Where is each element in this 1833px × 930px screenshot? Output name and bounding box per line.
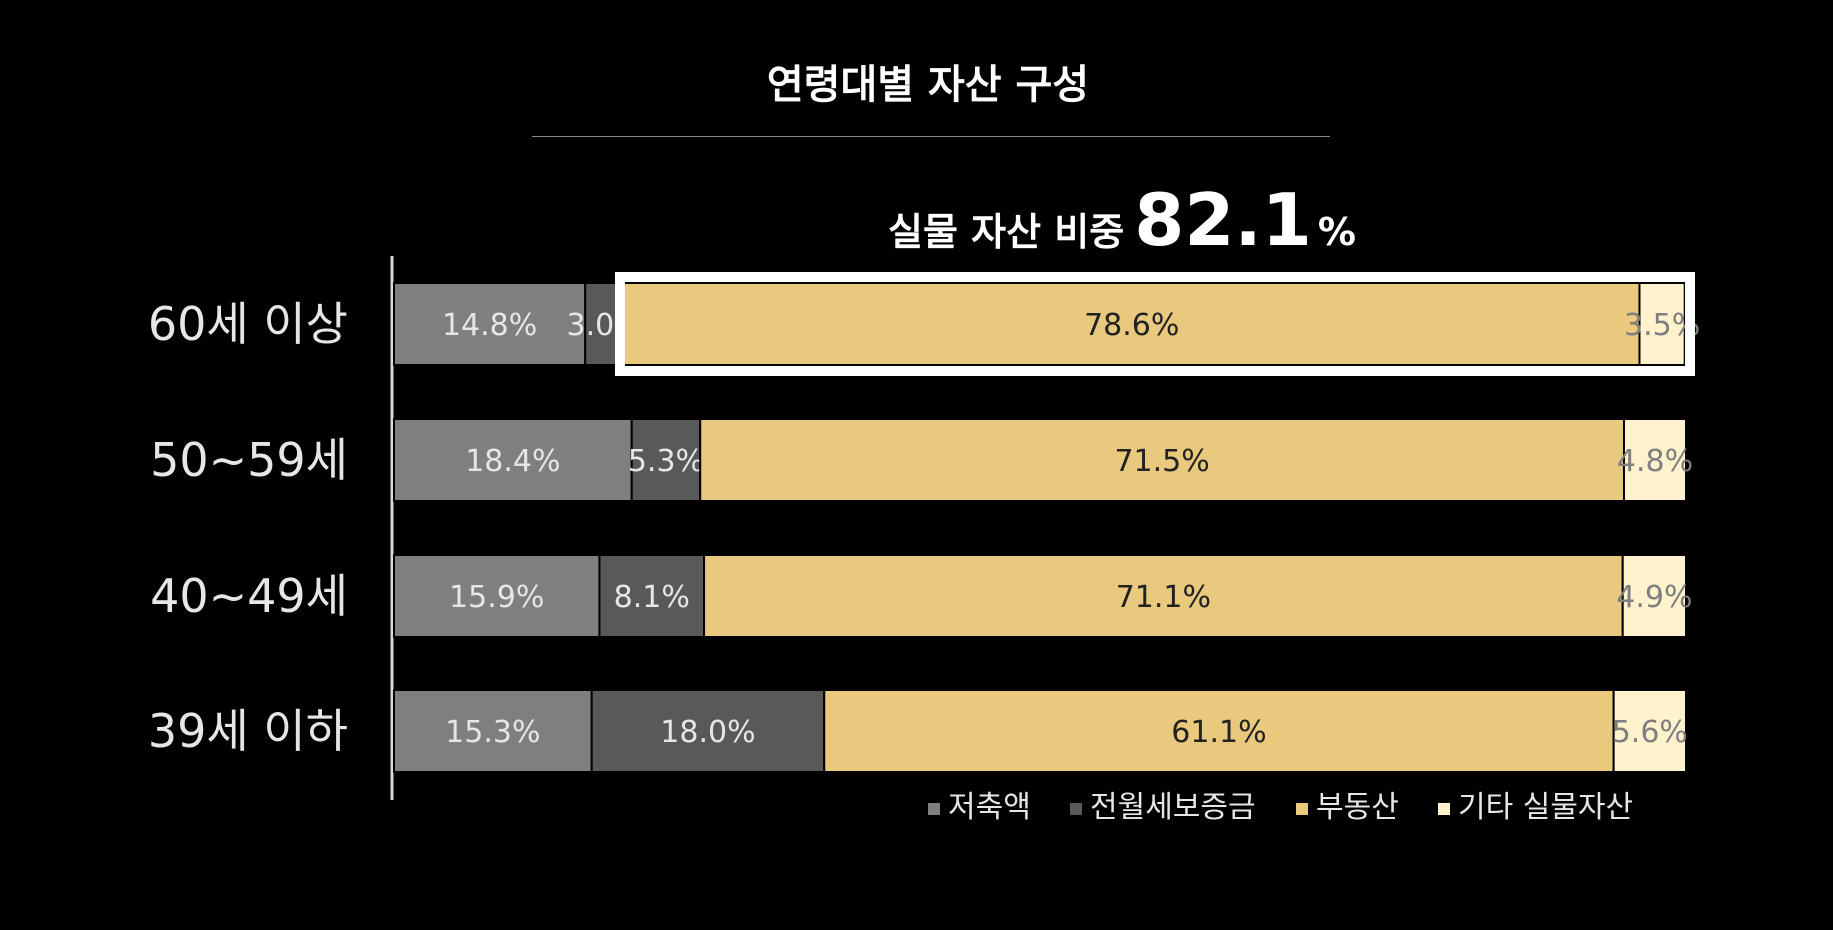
chart-title: 연령대별 자산 구성 xyxy=(766,62,1090,108)
bar-segment xyxy=(699,418,1625,502)
data-label: 4.9% xyxy=(1616,580,1692,615)
category-label: 39세 이하 xyxy=(148,704,348,758)
data-label: 4.8% xyxy=(1617,444,1693,479)
title-divider xyxy=(532,136,1330,137)
bar-segment xyxy=(703,554,1624,638)
bar-segment xyxy=(1638,282,1686,366)
data-label: 15.9% xyxy=(449,580,544,615)
category-label: 40~49세 xyxy=(150,569,348,623)
data-label: 71.5% xyxy=(1114,444,1209,479)
data-label: 18.0% xyxy=(660,715,755,750)
bar-segment xyxy=(393,418,633,502)
legend-swatch xyxy=(1438,803,1450,815)
legend-swatch xyxy=(1296,803,1308,815)
bar-segment xyxy=(393,282,587,366)
data-label: 61.1% xyxy=(1171,715,1266,750)
category-label: 60세 이상 xyxy=(148,297,348,351)
data-label: 15.3% xyxy=(445,715,540,750)
legend-label: 부동산 xyxy=(1316,790,1399,825)
legend-swatch xyxy=(1070,803,1082,815)
data-label: 8.1% xyxy=(614,580,690,615)
bar-segment xyxy=(393,554,601,638)
data-label: 5.3% xyxy=(628,444,704,479)
bar-segment xyxy=(590,689,826,773)
highlight-box xyxy=(614,272,1696,376)
data-label: 71.1% xyxy=(1116,580,1211,615)
bar-segment xyxy=(823,689,1615,773)
bar-segment xyxy=(1622,418,1688,502)
highlight-unit: % xyxy=(1317,210,1356,254)
bar-segment xyxy=(393,689,593,773)
data-label: 18.4% xyxy=(465,444,560,479)
data-label: 78.6% xyxy=(1084,308,1179,343)
bar-segment xyxy=(622,282,1641,366)
category-label: 50~59세 xyxy=(150,433,348,487)
data-label: 5.6% xyxy=(1612,715,1688,750)
data-label: 14.8% xyxy=(442,308,537,343)
bar-segment xyxy=(1621,554,1688,638)
legend-label: 기타 실물자산 xyxy=(1458,790,1633,825)
legend-label: 저축액 xyxy=(948,790,1031,825)
highlight-value: 82.1 xyxy=(1134,178,1312,262)
highlight-label: 실물 자산 비중 xyxy=(888,210,1125,254)
legend-swatch xyxy=(928,803,940,815)
bar-segment xyxy=(1612,689,1687,773)
highlight-caption: 실물 자산 비중 82.1% xyxy=(888,178,1356,262)
legend-label: 전월세보증금 xyxy=(1090,790,1256,825)
